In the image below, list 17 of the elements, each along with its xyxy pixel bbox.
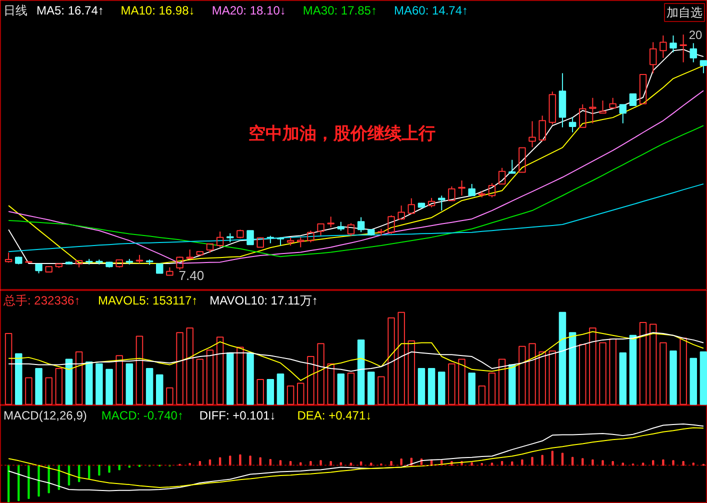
text: MA60: 14.74↑: [394, 4, 468, 18]
text: MA20: 18.10↓: [212, 4, 286, 18]
annotation: 7.40: [178, 268, 204, 284]
text: MAVOL5: 153117↑: [98, 294, 198, 308]
chart-title: MACD(12,26,9): [4, 408, 87, 422]
chart-title: 日线: [4, 4, 28, 18]
text: MA30: 17.85↑: [302, 4, 377, 18]
text: MACD: -0.740↑: [101, 408, 184, 422]
annotation: 加自选: [666, 6, 702, 20]
text: DEA: +0.471↓: [297, 408, 372, 422]
annotation: 空中加油，股价继续上行: [248, 124, 436, 143]
text: MA10: 16.98↓: [120, 4, 195, 18]
text: MAVOL10: 17.11万↑: [210, 294, 318, 308]
annotation: 20: [688, 28, 703, 42]
text: MA5: 16.74↑: [36, 4, 104, 18]
text: 总手: 232336↑: [2, 294, 80, 308]
text: DIFF: +0.101↓: [199, 408, 276, 422]
